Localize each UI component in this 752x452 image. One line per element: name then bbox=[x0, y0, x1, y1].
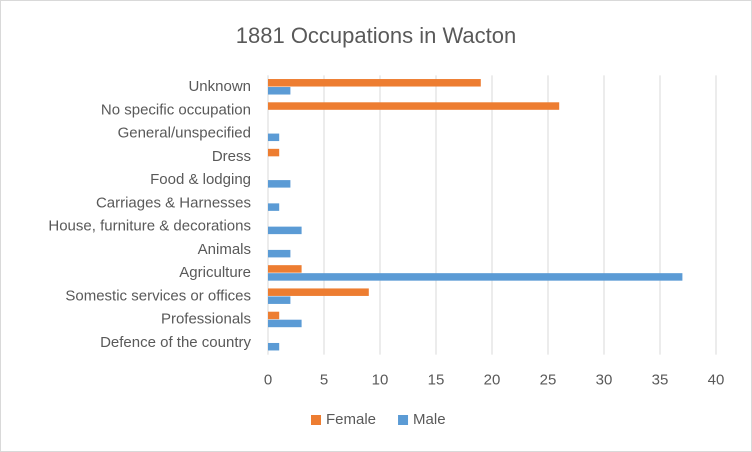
legend-label: Female bbox=[326, 411, 376, 428]
y-tick-label: No specific occupation bbox=[101, 101, 251, 118]
bar bbox=[268, 102, 560, 110]
x-tick-label: 5 bbox=[320, 372, 328, 389]
y-tick-label: Animals bbox=[198, 241, 251, 258]
bar bbox=[268, 319, 302, 328]
y-tick-label: Dress bbox=[212, 148, 251, 165]
y-tick-label: Defence of the country bbox=[100, 334, 251, 351]
x-tick-label: 15 bbox=[428, 372, 445, 389]
x-tick-label: 0 bbox=[264, 372, 272, 389]
y-tick-label: Professionals bbox=[161, 311, 251, 328]
legend-label: Male bbox=[413, 411, 446, 428]
chart-title: 1881 Occupations in Wacton bbox=[236, 23, 516, 48]
legend-swatch bbox=[311, 415, 321, 425]
y-tick-label: General/unspecified bbox=[118, 125, 251, 142]
bar bbox=[268, 133, 280, 142]
bar bbox=[268, 342, 280, 351]
x-tick-label: 10 bbox=[372, 372, 389, 389]
bar bbox=[268, 226, 302, 235]
x-tick-label: 20 bbox=[484, 372, 501, 389]
bar bbox=[268, 148, 280, 157]
x-tick-label: 40 bbox=[708, 372, 725, 389]
x-tick-label: 35 bbox=[652, 372, 669, 389]
bar bbox=[268, 265, 302, 273]
y-tick-label: House, furniture & decorations bbox=[48, 218, 251, 235]
y-tick-label: Somestic services or offices bbox=[65, 287, 251, 304]
bar bbox=[268, 311, 280, 320]
x-tick-label: 25 bbox=[540, 372, 557, 389]
bar bbox=[268, 296, 291, 304]
y-tick-label: Carriages & Harnesses bbox=[96, 194, 251, 211]
y-tick-label: Food & lodging bbox=[150, 171, 251, 188]
bar bbox=[268, 87, 291, 95]
x-tick-label: 30 bbox=[596, 372, 613, 389]
bar bbox=[268, 203, 280, 211]
bar bbox=[268, 180, 291, 188]
bar bbox=[268, 249, 291, 258]
legend-swatch bbox=[398, 415, 409, 425]
y-tick-label: Unknown bbox=[188, 78, 251, 95]
y-tick-label: Agriculture bbox=[179, 264, 251, 281]
bar bbox=[268, 79, 481, 87]
bar bbox=[268, 273, 683, 281]
bar bbox=[268, 288, 369, 296]
